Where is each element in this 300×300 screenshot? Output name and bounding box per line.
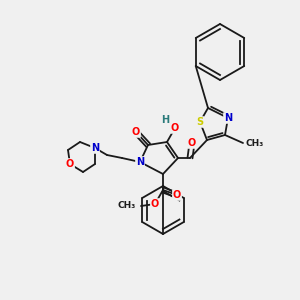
Text: O: O	[171, 123, 179, 133]
Text: S: S	[196, 117, 204, 127]
Text: CH₃: CH₃	[118, 202, 136, 211]
Text: O: O	[151, 199, 159, 209]
Text: H: H	[161, 115, 169, 125]
Text: O: O	[188, 138, 196, 148]
Text: O: O	[132, 127, 140, 137]
Text: N: N	[136, 157, 144, 167]
Text: O: O	[66, 159, 74, 169]
Text: N: N	[91, 143, 99, 153]
Text: CH₃: CH₃	[246, 139, 264, 148]
Text: N: N	[224, 113, 232, 123]
Text: O: O	[173, 190, 181, 200]
